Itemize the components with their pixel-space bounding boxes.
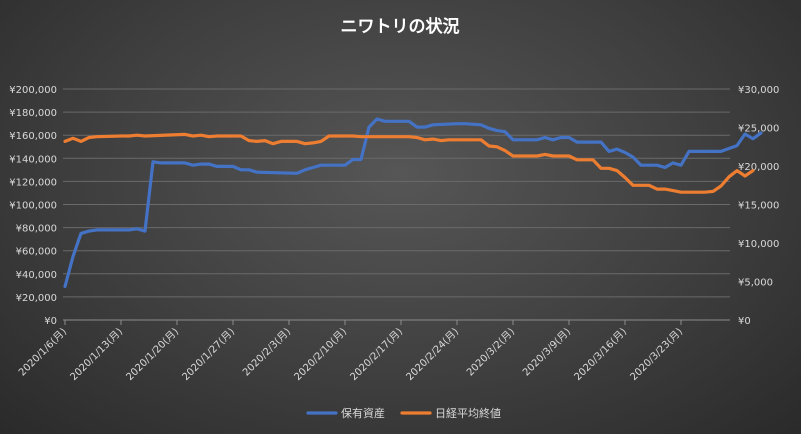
y-right-tick-label: ¥20,000 [738, 162, 779, 173]
left-y-axis: ¥0 ¥20,000 ¥40,000 ¥60,000 ¥80,000 ¥100,000 ¥1… [9, 85, 57, 327]
x-tick-label: 2020/2/3(月) [240, 326, 293, 379]
legend: 保有資産 日経平均終値 [306, 406, 501, 420]
x-tick-label: 2020/3/23(月) [628, 326, 685, 383]
y-left-tick-label: ¥40,000 [16, 270, 57, 281]
legend-label: 保有資産 [341, 406, 385, 420]
y-right-tick-label: ¥25,000 [738, 124, 779, 135]
series-lines [63, 117, 763, 289]
x-axis: 2020/1/6(月) 2020/1/13(月) 2020/1/20(月) 2020/… [16, 320, 685, 383]
x-tick-label: 2020/2/17(月) [348, 326, 405, 383]
x-tick-label: 2020/2/24(月) [404, 326, 461, 383]
y-right-tick-label: ¥5,000 [738, 278, 773, 289]
x-tick-label: 2020/2/10(月) [292, 326, 349, 383]
y-left-tick-label: ¥100,000 [9, 201, 57, 212]
y-left-tick-label: ¥20,000 [16, 293, 57, 304]
x-tick-label: 2020/1/13(月) [68, 326, 125, 383]
x-tick-label: 2020/1/27(月) [180, 326, 237, 383]
y-right-tick-label: ¥0 [738, 316, 751, 327]
y-right-tick-label: ¥10,000 [738, 239, 779, 250]
x-tick-label: 2020/3/9(月) [520, 326, 573, 379]
legend-label: 日経平均終値 [435, 406, 501, 420]
chart-title: ニワトリの状況 [341, 16, 460, 37]
y-left-tick-label: ¥60,000 [16, 247, 57, 258]
right-y-axis: ¥0 ¥5,000 ¥10,000 ¥15,000 ¥20,000 ¥25,000 ¥30,… [738, 85, 779, 327]
y-left-tick-label: ¥180,000 [9, 108, 57, 119]
series-line [63, 132, 755, 194]
x-tick-label: 2020/3/16(月) [572, 326, 629, 383]
series-line [63, 117, 763, 289]
gridlines [63, 88, 730, 321]
y-left-tick-label: ¥0 [44, 316, 57, 327]
y-right-tick-label: ¥30,000 [738, 85, 779, 96]
x-tick-label: 2020/3/2(月) [464, 326, 517, 379]
x-tick-label: 2020/1/6(月) [16, 326, 69, 379]
y-left-tick-label: ¥200,000 [9, 85, 57, 96]
y-left-tick-label: ¥160,000 [9, 131, 57, 142]
y-left-tick-label: ¥80,000 [16, 224, 57, 235]
y-right-tick-label: ¥15,000 [738, 201, 779, 212]
x-tick-label: 2020/1/20(月) [124, 326, 181, 383]
y-left-tick-label: ¥120,000 [9, 177, 57, 188]
y-left-tick-label: ¥140,000 [9, 154, 57, 165]
